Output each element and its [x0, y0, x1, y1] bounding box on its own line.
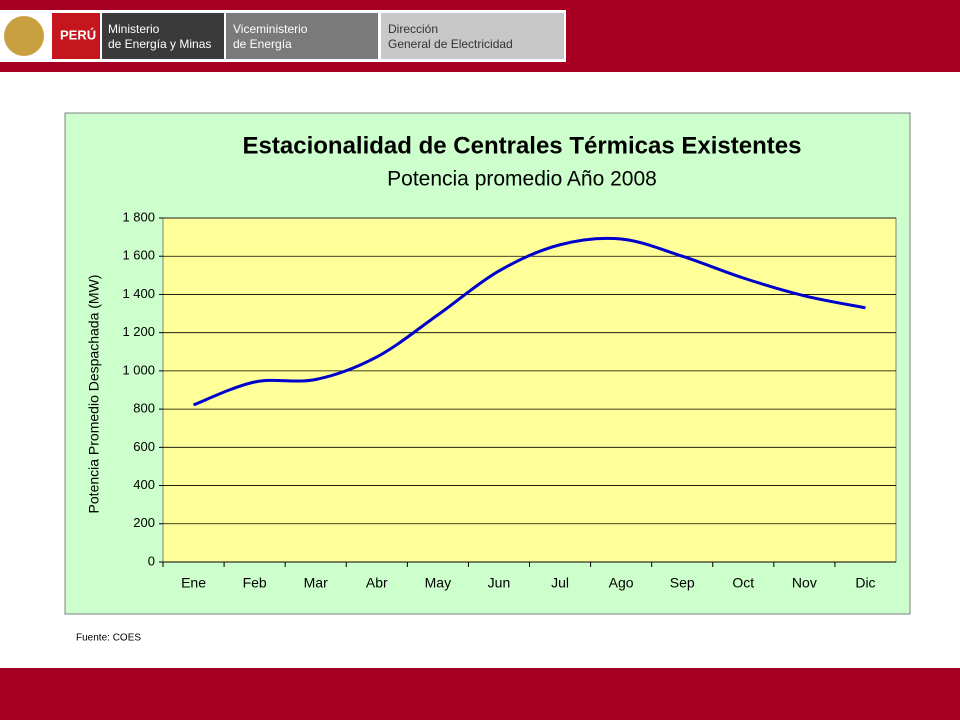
y-tick-label: 400 [133, 477, 155, 492]
chart-subtitle: Potencia promedio Año 2008 [387, 168, 657, 191]
peru-box [52, 13, 100, 59]
ministry-box [102, 13, 224, 59]
x-tick-label: Ago [609, 575, 634, 591]
x-tick-label: Oct [732, 575, 754, 591]
x-tick-label: Sep [670, 575, 695, 591]
x-tick-label: Ene [181, 575, 206, 591]
direction-line: General de Electricidad [388, 37, 513, 51]
y-tick-label: 800 [133, 401, 155, 416]
y-axis-label: Potencia Promedio Despachada (MW) [86, 275, 102, 514]
y-tick-label: 600 [133, 439, 155, 454]
source: Fuente: COES [76, 633, 141, 644]
x-tick-label: Jul [551, 575, 569, 591]
x-tick-label: May [425, 575, 451, 591]
y-tick-label: 1 600 [122, 248, 155, 263]
y-tick-label: 1 400 [122, 286, 155, 301]
data-line [193, 236, 866, 407]
vice-line: Viceministerio [233, 22, 308, 36]
country: PERÚ [60, 27, 96, 42]
vice-box [226, 13, 378, 59]
y-tick-label: 1 200 [122, 324, 155, 339]
direction-line: Dirección [388, 22, 438, 36]
y-tick-label: 1 000 [122, 362, 155, 377]
x-tick-label: Feb [243, 575, 267, 591]
chart-title: Estacionalidad de Centrales Térmicas Exi… [243, 132, 802, 159]
ministry-line: Ministerio [108, 22, 160, 36]
x-tick-label: Dic [855, 575, 875, 591]
x-tick-label: Jun [488, 575, 511, 591]
crest [4, 16, 44, 56]
x-tick-label: Mar [304, 575, 328, 591]
vice-line: de Energía [233, 37, 292, 51]
ministry-line: de Energía y Minas [108, 37, 211, 51]
y-tick-label: 200 [133, 515, 155, 530]
y-tick-label: 0 [148, 553, 155, 568]
x-tick-label: Nov [792, 575, 817, 591]
bottom-band [0, 668, 960, 720]
plot-area [162, 217, 897, 563]
y-tick-label: 1 800 [122, 209, 155, 224]
direction-box [381, 13, 564, 59]
x-tick-label: Abr [366, 575, 388, 591]
